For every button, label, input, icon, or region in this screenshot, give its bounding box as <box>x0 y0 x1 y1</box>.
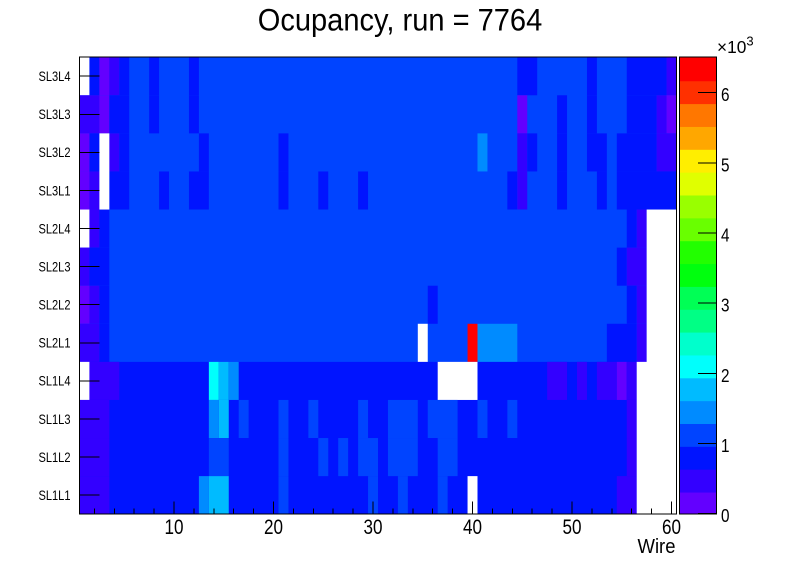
svg-text:0: 0 <box>721 505 730 526</box>
svg-text:SL1L4: SL1L4 <box>39 374 71 389</box>
svg-text:2: 2 <box>721 365 730 386</box>
svg-text:60: 60 <box>662 516 681 539</box>
svg-text:1: 1 <box>721 435 730 456</box>
svg-text:SL2L2: SL2L2 <box>39 298 71 313</box>
svg-text:SL2L1: SL2L1 <box>39 336 71 351</box>
svg-text:SL1L2: SL1L2 <box>39 450 71 465</box>
svg-text:30: 30 <box>364 516 383 539</box>
svg-text:5: 5 <box>721 154 730 175</box>
svg-text:40: 40 <box>463 516 482 539</box>
svg-text:6: 6 <box>721 84 730 105</box>
svg-text:Ocupancy, run = 7764: Ocupancy, run = 7764 <box>258 2 543 38</box>
svg-text:SL3L3: SL3L3 <box>39 107 71 122</box>
svg-text:4: 4 <box>721 225 730 246</box>
svg-text:20: 20 <box>264 516 283 539</box>
svg-text:SL1L1: SL1L1 <box>39 488 71 503</box>
svg-text:Wire: Wire <box>638 536 676 558</box>
svg-text:50: 50 <box>563 516 582 539</box>
svg-text:3: 3 <box>721 295 730 316</box>
svg-text:SL2L3: SL2L3 <box>39 259 71 274</box>
svg-text:SL3L4: SL3L4 <box>39 69 71 84</box>
svg-text:SL3L1: SL3L1 <box>39 183 71 198</box>
svg-text:SL3L2: SL3L2 <box>39 145 71 160</box>
svg-text:10: 10 <box>165 516 184 539</box>
svg-text:SL1L3: SL1L3 <box>39 412 71 427</box>
svg-text:×103: ×103 <box>717 34 754 58</box>
svg-text:SL2L4: SL2L4 <box>39 221 71 236</box>
